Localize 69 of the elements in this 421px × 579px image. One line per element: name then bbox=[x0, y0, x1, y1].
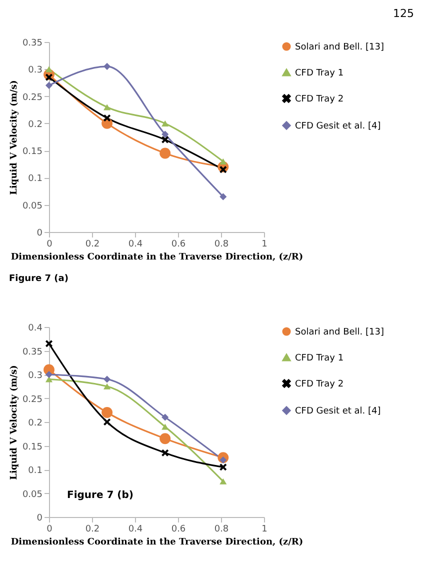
y-tick-label: 0.3 bbox=[28, 371, 42, 381]
x-tick-label: 0.6 bbox=[171, 524, 186, 534]
point bbox=[162, 120, 169, 126]
point bbox=[220, 464, 227, 471]
legend-label: Solari and Bell. [13] bbox=[295, 328, 384, 338]
x-tick-label: 0.4 bbox=[128, 240, 143, 250]
y-tick-label: 0.1 bbox=[28, 466, 42, 476]
x-tick-label: 0 bbox=[46, 524, 53, 534]
legend-label: CFD Tray 1 bbox=[295, 354, 344, 364]
point bbox=[160, 433, 171, 444]
y-tick-label: 0.1 bbox=[28, 174, 42, 184]
x-tick-label: 0.8 bbox=[214, 524, 229, 534]
x-tick-label: 1 bbox=[262, 524, 268, 534]
legend-label: Solari and Bell. [13] bbox=[295, 42, 384, 52]
caption: Figure 7 (a) bbox=[9, 274, 68, 284]
point bbox=[45, 340, 53, 348]
point bbox=[162, 424, 169, 430]
y-tick-label: 0.2 bbox=[28, 418, 42, 428]
y-tick-label: 0.35 bbox=[22, 347, 42, 358]
x-axis-title: Dimensionless Coordinate in the Traverse Direction, (z/R) bbox=[10, 538, 304, 548]
point bbox=[160, 148, 171, 159]
legend-label: CFD Gesit et al. [4] bbox=[295, 122, 381, 132]
y-tick-label: 0.25 bbox=[22, 394, 42, 405]
point bbox=[45, 74, 53, 81]
point bbox=[162, 136, 169, 144]
y-tick-label: 0 bbox=[36, 228, 43, 238]
x-tick-label: 0.4 bbox=[128, 524, 143, 534]
y-tick-label: 0.05 bbox=[22, 490, 42, 500]
point bbox=[104, 376, 111, 383]
x-tick-label: 1 bbox=[262, 240, 268, 250]
x-tick-label: 0.2 bbox=[85, 524, 100, 534]
y-tick-label: 0.4 bbox=[28, 324, 43, 334]
y-tick-label: 0.35 bbox=[22, 38, 42, 48]
point bbox=[220, 193, 227, 200]
y-tick-label: 0.05 bbox=[22, 201, 42, 212]
y-tick-label: 0 bbox=[36, 514, 43, 524]
y-tick-label: 0.15 bbox=[22, 147, 42, 158]
point bbox=[45, 370, 53, 378]
point bbox=[104, 104, 111, 110]
x-tick-label: 0.6 bbox=[171, 240, 186, 250]
y-tick-label: 0.15 bbox=[22, 442, 42, 452]
y-tick-label: 0.2 bbox=[28, 120, 42, 130]
point bbox=[45, 82, 53, 89]
x-tick-label: 0.8 bbox=[214, 240, 229, 250]
point bbox=[162, 449, 169, 456]
annotation: Figure 7 (b) bbox=[67, 490, 134, 501]
y-tick-label: 0.25 bbox=[22, 92, 42, 103]
point bbox=[162, 414, 169, 421]
legend-label: CFD Tray 2 bbox=[295, 380, 344, 390]
x-tick-label: 0.2 bbox=[85, 240, 100, 250]
point bbox=[162, 130, 169, 138]
point bbox=[45, 376, 53, 382]
y-axis-title: Liquid V Velocity (m/s) bbox=[9, 365, 20, 480]
point bbox=[102, 407, 113, 418]
y-tick-label: 0.3 bbox=[28, 66, 42, 76]
y-axis-title: Liquid V Velocity (m/s) bbox=[9, 80, 20, 195]
point bbox=[104, 114, 111, 122]
legend-label: CFD Tray 2 bbox=[295, 94, 344, 104]
x-tick-label: 0 bbox=[46, 240, 53, 250]
point bbox=[45, 66, 53, 72]
point bbox=[104, 62, 111, 70]
point bbox=[104, 418, 111, 426]
legend-label: CFD Tray 1 bbox=[295, 68, 344, 78]
text: 125 bbox=[393, 7, 414, 20]
point bbox=[220, 478, 227, 484]
point bbox=[104, 383, 111, 390]
point bbox=[220, 158, 227, 164]
legend-label: CFD Gesit et al. [4] bbox=[295, 406, 381, 416]
x-axis-title: Dimensionless Coordinate in the Traverse Direction, (z/R) bbox=[10, 252, 304, 262]
